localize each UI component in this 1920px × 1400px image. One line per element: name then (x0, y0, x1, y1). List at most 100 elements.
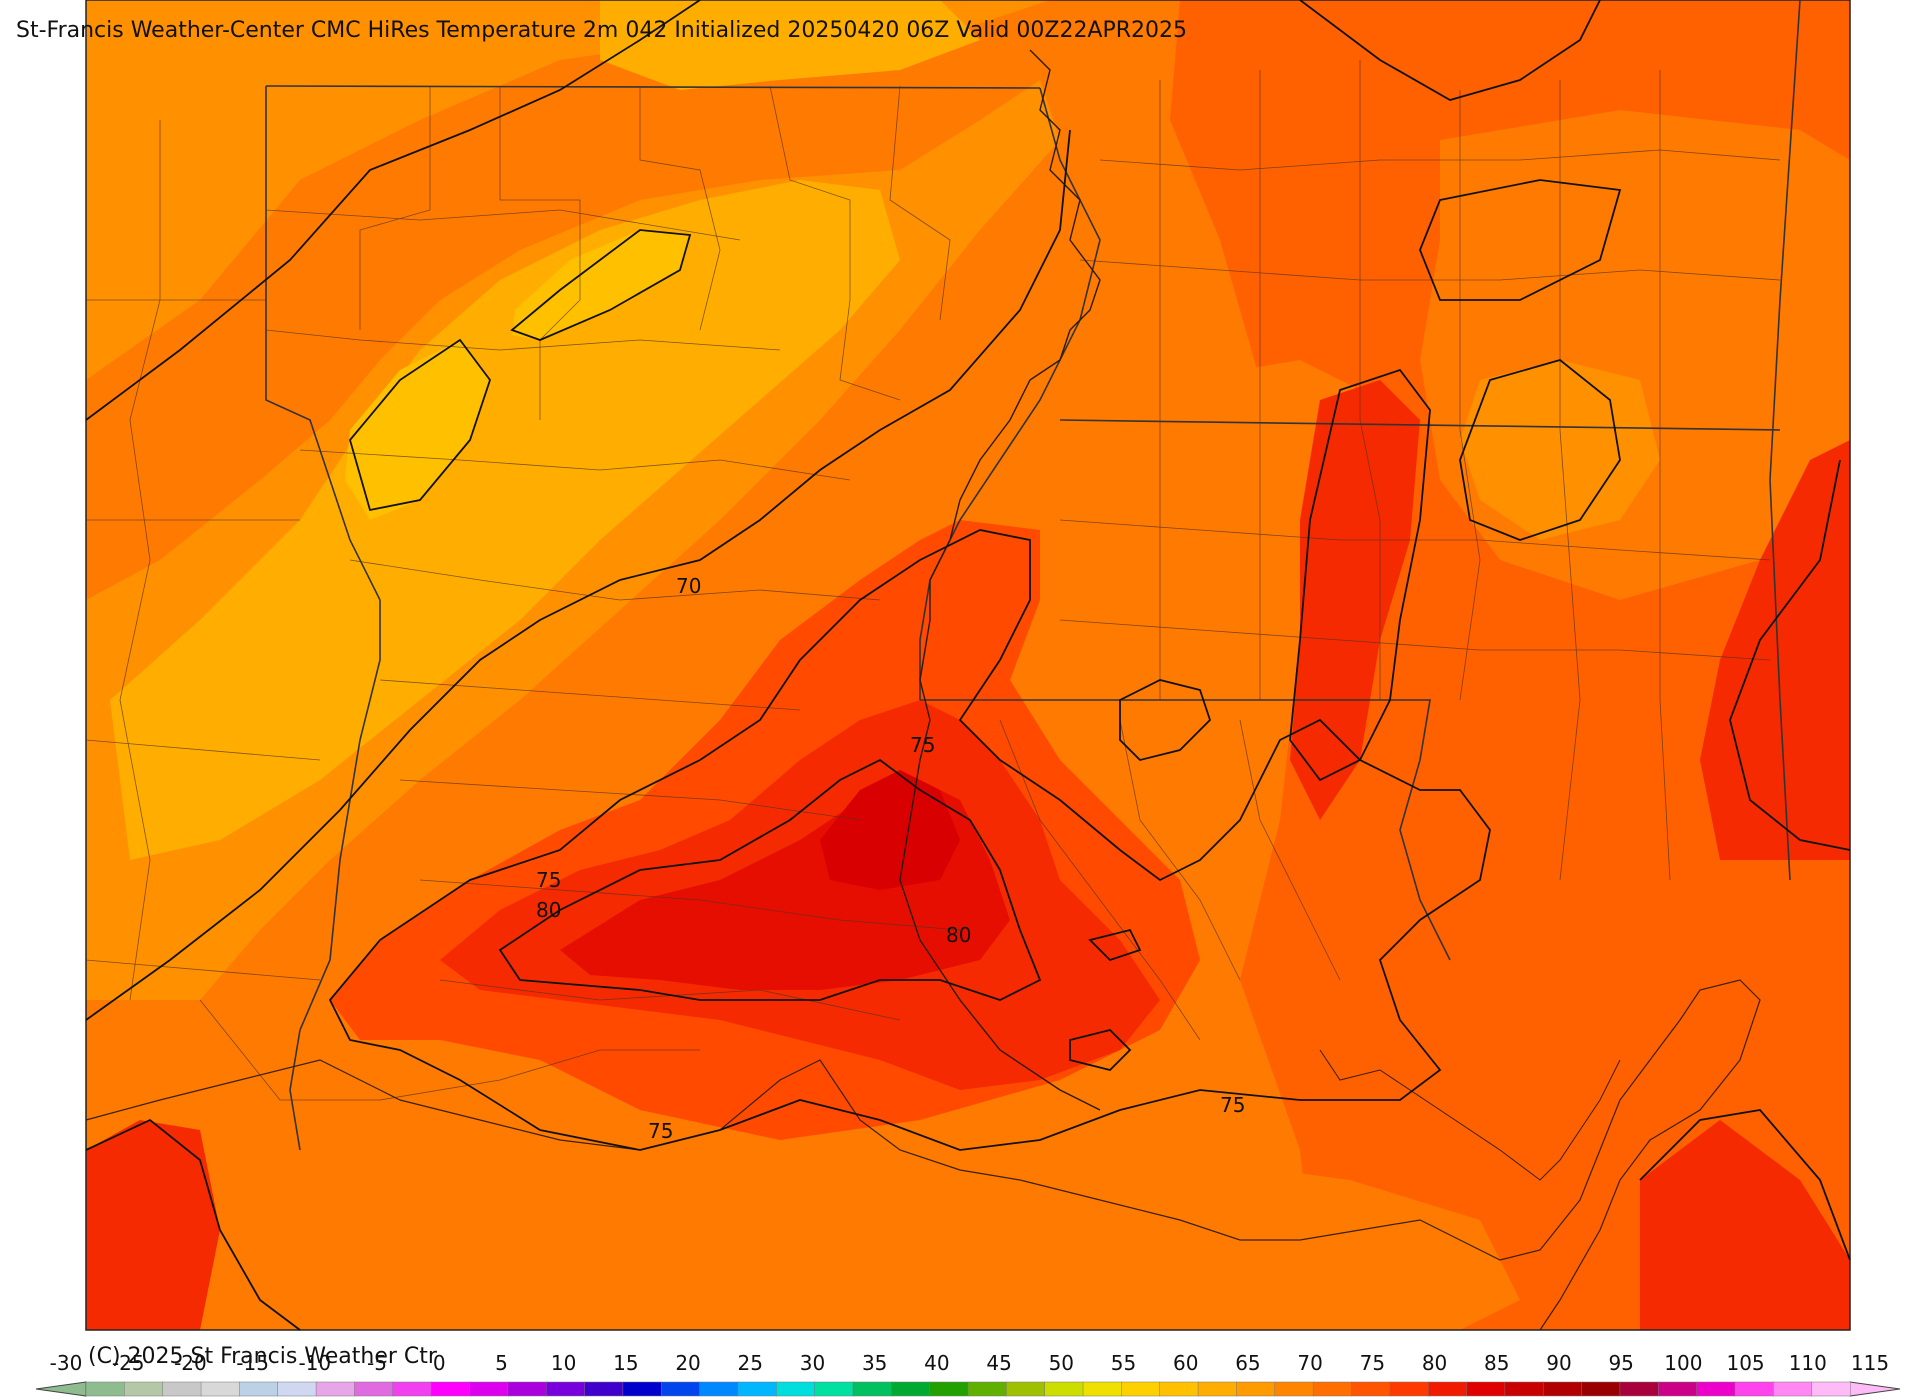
colorbar-swatch (430, 1381, 471, 1397)
colorbar-arrow-left (35, 1381, 87, 1397)
isotherm-75 (328, 529, 1491, 1151)
border-oklahoma-arkansas (265, 86, 381, 601)
lake-coast (1319, 1049, 1621, 1181)
colorbar-swatch (85, 1381, 126, 1397)
colorbar-tick-label: 55 (1111, 1351, 1136, 1375)
colorbar-swatch (814, 1381, 854, 1397)
contour-label: 75 (910, 733, 935, 757)
colorbar-swatch (1542, 1381, 1583, 1397)
temperature-zone-65 (110, 180, 900, 860)
colorbar-swatch (1427, 1381, 1468, 1397)
county-lines (85, 60, 1781, 1101)
contour-label: 75 (536, 868, 561, 892)
isotherm-75-ms (1289, 368, 1431, 782)
colorbar-swatch (1082, 1381, 1123, 1397)
colorbar-swatch (660, 1381, 701, 1397)
colorbar-tick-label: 110 (1789, 1351, 1827, 1375)
colorbar-tick-label: 80 (1422, 1351, 1447, 1375)
isotherm-contours (85, 0, 1851, 1331)
temperature-zone-80-gulf (86, 1120, 220, 1330)
colorbar-tick-label: -20 (174, 1351, 207, 1375)
colorbar-swatch (1581, 1381, 1621, 1397)
isotherm-75-w (85, 1118, 301, 1331)
isotherm-75-e (1729, 459, 1851, 851)
border-ms-al (1769, 0, 1801, 881)
colorbar-swatch (124, 1381, 164, 1397)
colorbar-swatch (354, 1381, 394, 1397)
temperature-zone-85 (820, 770, 960, 890)
colorbar-swatch (584, 1381, 624, 1397)
isotherm-70-al2 (1459, 359, 1621, 541)
colorbar-swatch (1159, 1381, 1199, 1397)
border-arkansas-louisiana (299, 600, 381, 1031)
copyright-text: (C) 2025 St Francis Weather Ctr (88, 1344, 437, 1369)
colorbar-tick-label: 90 (1546, 1351, 1571, 1375)
contour-label: 80 (536, 898, 561, 922)
temperature-zone-60b (512, 230, 690, 340)
colorbar-tick-label: 40 (924, 1351, 949, 1375)
colorbar-swatch (622, 1381, 662, 1397)
colorbar-swatch (277, 1381, 317, 1397)
colorbar-tick-label: 35 (862, 1351, 887, 1375)
colorbar-swatch (315, 1381, 356, 1397)
colorbar-swatch (699, 1381, 739, 1397)
temperature-zone-80-ms (1290, 380, 1420, 820)
colorbar-tick-label: 5 (495, 1351, 508, 1375)
temperature-zone-72-ms (1040, 360, 1380, 780)
colorbar-swatch (1466, 1381, 1506, 1397)
border-texas-la (289, 1029, 301, 1151)
colorbar-tick-label: 95 (1608, 1351, 1633, 1375)
colorbar-tick-label: 50 (1049, 1351, 1074, 1375)
colorbar-swatch (967, 1381, 1008, 1397)
colorbar-swatch (507, 1381, 547, 1397)
temperature-zone-60 (345, 340, 490, 520)
colorbar-tick-label: 25 (738, 1351, 763, 1375)
border-missouri-arkansas (265, 85, 1041, 89)
colorbar-swatch (1619, 1381, 1660, 1397)
colorbar-tick-label: -25 (112, 1351, 145, 1375)
page-title: St-Francis Weather-Center CMC HiRes Temp… (16, 18, 1188, 43)
map-frame (85, 0, 1851, 1331)
colorbar-swatch (776, 1381, 816, 1397)
temperature-zone-72-coast (940, 1150, 1520, 1330)
colorbar-swatch (1734, 1381, 1775, 1397)
colorbar-swatch (1274, 1381, 1314, 1397)
colorbar-swatch (1389, 1381, 1429, 1397)
isotherm-65-a (510, 229, 692, 341)
colorbar-swatch (239, 1381, 279, 1397)
colorbar-swatch (852, 1381, 893, 1397)
contour-label: 75 (1220, 1093, 1245, 1117)
colorbar-tick-label: 45 (986, 1351, 1011, 1375)
colorbar-tick-label: -5 (367, 1351, 387, 1375)
colorbar-swatch (1658, 1381, 1698, 1397)
colorbar-swatch (469, 1381, 509, 1397)
colorbar-swatch (1773, 1381, 1813, 1397)
temperature-zone-80-east (1700, 440, 1850, 860)
contour-label: 75 (648, 1119, 673, 1143)
colorbar-swatch (1044, 1381, 1084, 1397)
isotherm-80-small (1069, 1029, 1132, 1071)
isotherm-75-gulf (1639, 1109, 1851, 1261)
isotherm-70-ne (1299, 0, 1601, 101)
colorbar-tick-label: 70 (1297, 1351, 1322, 1375)
colorbar-arrow-right (1849, 1381, 1901, 1397)
colorbar-swatch (200, 1381, 241, 1397)
contour-label: 70 (676, 574, 701, 598)
temperature-zone-65b (600, 0, 980, 90)
colorbar-swatch (1312, 1381, 1353, 1397)
colorbar-labels: -30 -25 -20 -15 -10 -5 0 5 10 15 20 25 30 35 40 45 50 55 6… (50, 1351, 1889, 1375)
colorbar-tick-label: -30 (50, 1351, 83, 1375)
colorbar-swatch (1006, 1381, 1046, 1397)
isotherm-70 (85, 0, 1071, 1021)
colorbar-swatch (1197, 1381, 1238, 1397)
isotherm-70-al (1419, 179, 1622, 301)
colorbar-swatch (1504, 1381, 1544, 1397)
colorbar-tick-label: 85 (1484, 1351, 1509, 1375)
colorbar-swatches (35, 1381, 1901, 1397)
colorbar-tick-label: 75 (1360, 1351, 1385, 1375)
colorbar-tick-label: 60 (1173, 1351, 1198, 1375)
contour-label: 80 (946, 923, 971, 947)
colorbar-tick-label: 0 (433, 1351, 446, 1375)
colorbar-tick-label: 15 (613, 1351, 638, 1375)
colorbar-tick-label: 100 (1664, 1351, 1702, 1375)
